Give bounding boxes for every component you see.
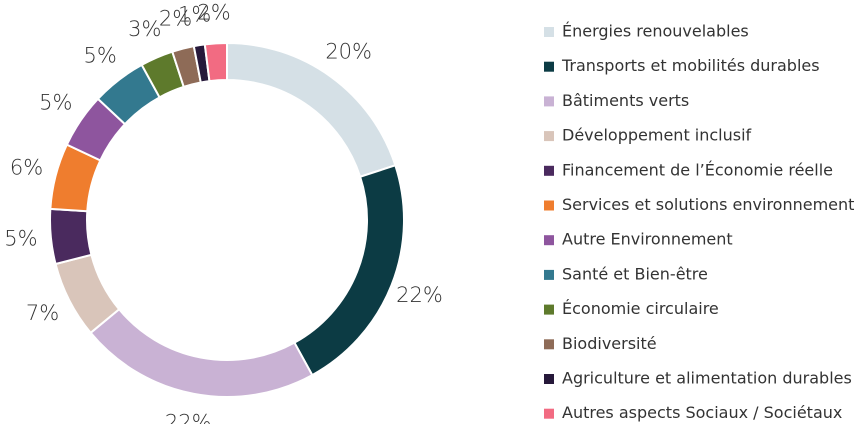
legend-label: Autres aspects Sociaux / Sociétaux [562, 403, 842, 422]
legend-swatch [544, 235, 554, 246]
value-label: 6% [10, 156, 43, 180]
legend-swatch [544, 374, 554, 384]
legend-label: Économie circulaire [562, 299, 719, 318]
legend-swatch [544, 131, 554, 142]
value-label: 5% [39, 91, 72, 115]
legend-label: Financement de l’Économie réelle [562, 160, 833, 179]
value-label: 22% [396, 283, 443, 307]
value-label: 2% [159, 7, 192, 31]
legend-label: Bâtiments verts [562, 91, 689, 110]
donut-slice [293, 164, 405, 377]
value-label: 5% [4, 226, 37, 250]
legend-label: Biodiversité [562, 334, 657, 353]
legend-swatch [544, 339, 554, 350]
legend-swatch [544, 165, 554, 176]
value-label: 2% [197, 0, 230, 24]
legend-label: Énergies renouvelables [562, 22, 749, 41]
legend-swatch [544, 96, 554, 107]
donut-slice [203, 41, 228, 83]
legend-label: Services et solutions environnement [562, 195, 854, 214]
value-label: 20% [325, 40, 372, 64]
legend-label: Transports et mobilités durables [561, 56, 820, 75]
donut-slice [89, 307, 314, 398]
legend-swatch [544, 200, 554, 211]
donut-slice [49, 207, 93, 266]
legend-label: Développement inclusif [562, 126, 752, 145]
value-label: 1% [178, 3, 211, 27]
value-label: 5% [83, 43, 116, 67]
legend-label: Autre Environnement [562, 230, 733, 249]
legend-swatch [544, 304, 554, 315]
legend-swatch [544, 408, 554, 419]
value-label: 7% [26, 301, 59, 325]
legend-swatch [544, 27, 554, 37]
legend-label: Santé et Bien-être [562, 264, 708, 283]
legend-swatch [544, 269, 554, 280]
value-label: 3% [128, 17, 161, 41]
legend-swatch [544, 61, 554, 72]
legend-label: Agriculture et alimentation durables [562, 369, 852, 388]
value-label: 22% [165, 410, 212, 424]
